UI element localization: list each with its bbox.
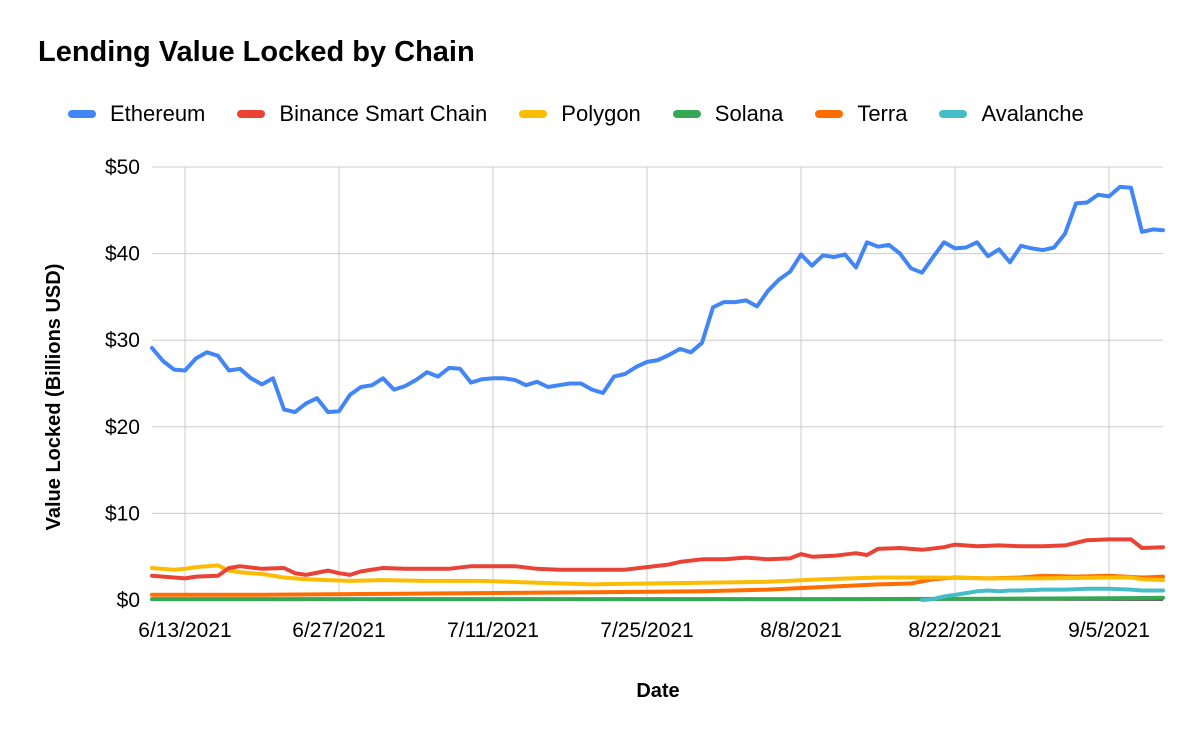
legend-swatch bbox=[68, 110, 96, 118]
legend-label: Solana bbox=[714, 101, 784, 126]
x-axis-ticks: 6/13/2021 6/27/2021 7/11/2021 7/25/2021 8/8/… bbox=[138, 619, 1150, 642]
legend-label: Terra bbox=[857, 101, 908, 126]
legend-label: Ethereum bbox=[110, 101, 206, 126]
legend-item-binance-smart-chain: Binance Smart Chain bbox=[237, 101, 487, 127]
legend-swatch bbox=[939, 110, 968, 118]
y-tick-label: $30 bbox=[105, 329, 140, 352]
legend-item-solana: Solana bbox=[672, 101, 784, 127]
series-line-binance-smart-chain bbox=[150, 537, 1165, 581]
legend-swatch bbox=[672, 110, 701, 118]
chart-title: Lending Value Locked by Chain bbox=[38, 36, 475, 68]
y-axis-ticks: $0 $10 $20 $30 $40 $50 bbox=[105, 156, 140, 612]
y-axis-title: Value Locked (Billions USD) bbox=[43, 264, 65, 531]
y-tick-label: $20 bbox=[105, 416, 140, 439]
y-tick-label: $10 bbox=[105, 502, 140, 525]
x-tick-label: 6/13/2021 bbox=[138, 619, 231, 642]
x-tick-label: 8/22/2021 bbox=[908, 619, 1001, 642]
legend-swatch bbox=[519, 110, 548, 118]
y-tick-label: $40 bbox=[105, 243, 140, 266]
legend-label: Avalanche bbox=[981, 101, 1084, 126]
x-tick-label: 7/25/2021 bbox=[600, 619, 693, 642]
legend-item-ethereum: Ethereum bbox=[68, 101, 205, 127]
x-tick-label: 7/11/2021 bbox=[447, 619, 539, 642]
legend-item-polygon: Polygon bbox=[519, 101, 641, 127]
y-tick-label: $50 bbox=[105, 156, 140, 179]
legend: Ethereum Binance Smart Chain Polygon Solana… bbox=[68, 98, 1116, 130]
series-line-ethereum bbox=[150, 184, 1165, 415]
x-tick-label: 8/8/2021 bbox=[760, 619, 842, 642]
series-line-avalanche bbox=[920, 586, 1165, 602]
legend-swatch bbox=[815, 110, 844, 118]
legend-label: Binance Smart Chain bbox=[279, 101, 488, 126]
series-lines bbox=[150, 184, 1165, 602]
grid-lines bbox=[152, 166, 1163, 601]
x-axis-title: Date bbox=[636, 680, 679, 702]
legend-swatch bbox=[237, 110, 266, 118]
series-line-solana bbox=[150, 595, 1165, 602]
legend-label: Polygon bbox=[561, 101, 641, 126]
legend-item-avalanche: Avalanche bbox=[939, 101, 1084, 127]
legend-item-terra: Terra bbox=[815, 101, 907, 127]
x-tick-label: 9/5/2021 bbox=[1068, 619, 1150, 642]
y-tick-label: $0 bbox=[117, 589, 140, 612]
x-tick-label: 6/27/2021 bbox=[292, 619, 385, 642]
